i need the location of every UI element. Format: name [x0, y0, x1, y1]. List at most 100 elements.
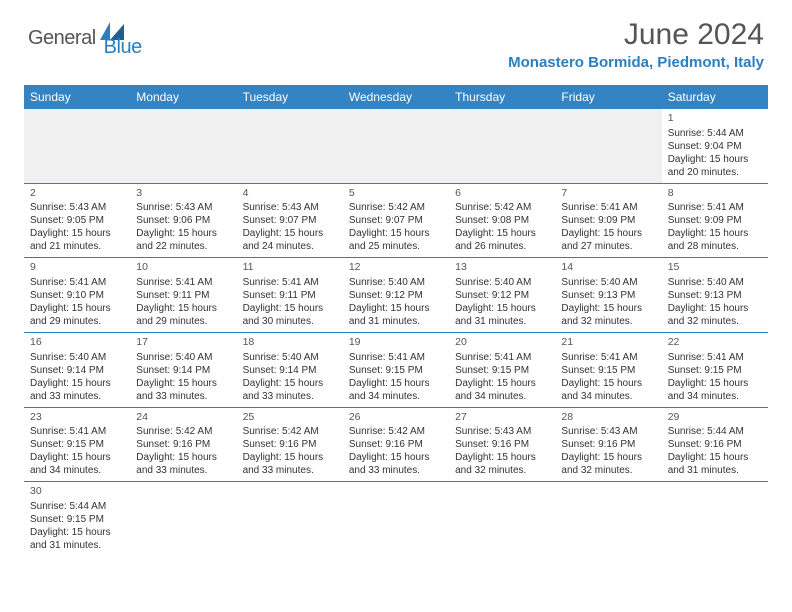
day-number: 5	[349, 187, 443, 201]
day-daylight1: Daylight: 15 hours	[136, 302, 230, 315]
day-sunrise: Sunrise: 5:41 AM	[30, 276, 124, 289]
day-daylight2: and 34 minutes.	[455, 390, 549, 403]
day-daylight2: and 26 minutes.	[455, 240, 549, 253]
day-daylight1: Daylight: 15 hours	[668, 153, 762, 166]
day-sunset: Sunset: 9:15 PM	[455, 364, 549, 377]
day-daylight2: and 28 minutes.	[668, 240, 762, 253]
day-daylight2: and 20 minutes.	[668, 166, 762, 179]
day-sunrise: Sunrise: 5:41 AM	[561, 351, 655, 364]
day-number: 28	[561, 411, 655, 425]
day-sunrise: Sunrise: 5:43 AM	[136, 201, 230, 214]
day-cell: 13Sunrise: 5:40 AMSunset: 9:12 PMDayligh…	[449, 258, 555, 333]
day-sunset: Sunset: 9:09 PM	[668, 214, 762, 227]
day-daylight2: and 34 minutes.	[30, 464, 124, 477]
location: Monastero Bormida, Piedmont, Italy	[508, 54, 764, 71]
day-cell	[662, 482, 768, 556]
week-row: 1Sunrise: 5:44 AMSunset: 9:04 PMDaylight…	[24, 109, 768, 183]
day-number: 27	[455, 411, 549, 425]
day-cell	[449, 482, 555, 556]
day-sunrise: Sunrise: 5:44 AM	[668, 425, 762, 438]
logo-blue: Blue	[104, 36, 142, 59]
day-cell: 7Sunrise: 5:41 AMSunset: 9:09 PMDaylight…	[555, 183, 661, 258]
day-number: 26	[349, 411, 443, 425]
day-cell	[343, 482, 449, 556]
day-daylight2: and 33 minutes.	[136, 390, 230, 403]
day-sunrise: Sunrise: 5:40 AM	[30, 351, 124, 364]
day-cell: 14Sunrise: 5:40 AMSunset: 9:13 PMDayligh…	[555, 258, 661, 333]
day-sunset: Sunset: 9:15 PM	[561, 364, 655, 377]
day-sunrise: Sunrise: 5:43 AM	[455, 425, 549, 438]
day-sunset: Sunset: 9:15 PM	[349, 364, 443, 377]
week-row: 16Sunrise: 5:40 AMSunset: 9:14 PMDayligh…	[24, 332, 768, 407]
day-header: Sunday	[24, 85, 130, 109]
day-daylight2: and 33 minutes.	[243, 390, 337, 403]
day-number: 8	[668, 187, 762, 201]
day-sunset: Sunset: 9:14 PM	[136, 364, 230, 377]
day-daylight2: and 32 minutes.	[455, 464, 549, 477]
day-daylight1: Daylight: 15 hours	[455, 451, 549, 464]
day-sunset: Sunset: 9:15 PM	[30, 513, 124, 526]
day-number: 6	[455, 187, 549, 201]
day-sunrise: Sunrise: 5:43 AM	[30, 201, 124, 214]
day-number: 22	[668, 336, 762, 350]
day-sunrise: Sunrise: 5:41 AM	[455, 351, 549, 364]
day-sunrise: Sunrise: 5:41 AM	[561, 201, 655, 214]
day-daylight1: Daylight: 15 hours	[668, 302, 762, 315]
day-daylight1: Daylight: 15 hours	[30, 302, 124, 315]
day-sunrise: Sunrise: 5:40 AM	[455, 276, 549, 289]
day-header: Tuesday	[237, 85, 343, 109]
day-daylight1: Daylight: 15 hours	[30, 451, 124, 464]
day-cell: 10Sunrise: 5:41 AMSunset: 9:11 PMDayligh…	[130, 258, 236, 333]
day-cell: 26Sunrise: 5:42 AMSunset: 9:16 PMDayligh…	[343, 407, 449, 482]
day-number: 23	[30, 411, 124, 425]
day-cell: 22Sunrise: 5:41 AMSunset: 9:15 PMDayligh…	[662, 332, 768, 407]
day-sunset: Sunset: 9:12 PM	[455, 289, 549, 302]
day-cell	[343, 109, 449, 183]
day-sunrise: Sunrise: 5:42 AM	[243, 425, 337, 438]
day-cell: 19Sunrise: 5:41 AMSunset: 9:15 PMDayligh…	[343, 332, 449, 407]
day-number: 12	[349, 261, 443, 275]
title-block: June 2024 Monastero Bormida, Piedmont, I…	[508, 18, 764, 71]
day-daylight1: Daylight: 15 hours	[243, 302, 337, 315]
day-daylight2: and 34 minutes.	[349, 390, 443, 403]
day-header: Friday	[555, 85, 661, 109]
day-daylight2: and 34 minutes.	[668, 390, 762, 403]
day-daylight1: Daylight: 15 hours	[243, 377, 337, 390]
day-daylight1: Daylight: 15 hours	[349, 227, 443, 240]
day-sunrise: Sunrise: 5:44 AM	[668, 127, 762, 140]
day-daylight2: and 33 minutes.	[349, 464, 443, 477]
day-sunset: Sunset: 9:11 PM	[136, 289, 230, 302]
day-daylight2: and 29 minutes.	[30, 315, 124, 328]
day-header: Monday	[130, 85, 236, 109]
week-row: 9Sunrise: 5:41 AMSunset: 9:10 PMDaylight…	[24, 258, 768, 333]
day-number: 1	[668, 112, 762, 126]
day-number: 15	[668, 261, 762, 275]
day-sunrise: Sunrise: 5:41 AM	[349, 351, 443, 364]
day-cell	[555, 482, 661, 556]
day-number: 16	[30, 336, 124, 350]
day-daylight1: Daylight: 15 hours	[349, 451, 443, 464]
day-number: 14	[561, 261, 655, 275]
day-daylight1: Daylight: 15 hours	[349, 377, 443, 390]
day-number: 10	[136, 261, 230, 275]
day-cell: 16Sunrise: 5:40 AMSunset: 9:14 PMDayligh…	[24, 332, 130, 407]
day-daylight2: and 21 minutes.	[30, 240, 124, 253]
day-sunset: Sunset: 9:08 PM	[455, 214, 549, 227]
day-daylight2: and 33 minutes.	[30, 390, 124, 403]
day-daylight1: Daylight: 15 hours	[30, 526, 124, 539]
day-daylight2: and 29 minutes.	[136, 315, 230, 328]
day-sunrise: Sunrise: 5:42 AM	[349, 201, 443, 214]
day-cell: 5Sunrise: 5:42 AMSunset: 9:07 PMDaylight…	[343, 183, 449, 258]
week-row: 23Sunrise: 5:41 AMSunset: 9:15 PMDayligh…	[24, 407, 768, 482]
day-header-row: Sunday Monday Tuesday Wednesday Thursday…	[24, 85, 768, 109]
day-cell	[555, 109, 661, 183]
day-sunset: Sunset: 9:14 PM	[243, 364, 337, 377]
day-cell: 18Sunrise: 5:40 AMSunset: 9:14 PMDayligh…	[237, 332, 343, 407]
day-cell	[24, 109, 130, 183]
day-sunrise: Sunrise: 5:40 AM	[668, 276, 762, 289]
day-daylight1: Daylight: 15 hours	[349, 302, 443, 315]
month-title: June 2024	[508, 18, 764, 52]
day-daylight2: and 32 minutes.	[561, 315, 655, 328]
day-cell: 27Sunrise: 5:43 AMSunset: 9:16 PMDayligh…	[449, 407, 555, 482]
day-sunset: Sunset: 9:16 PM	[243, 438, 337, 451]
